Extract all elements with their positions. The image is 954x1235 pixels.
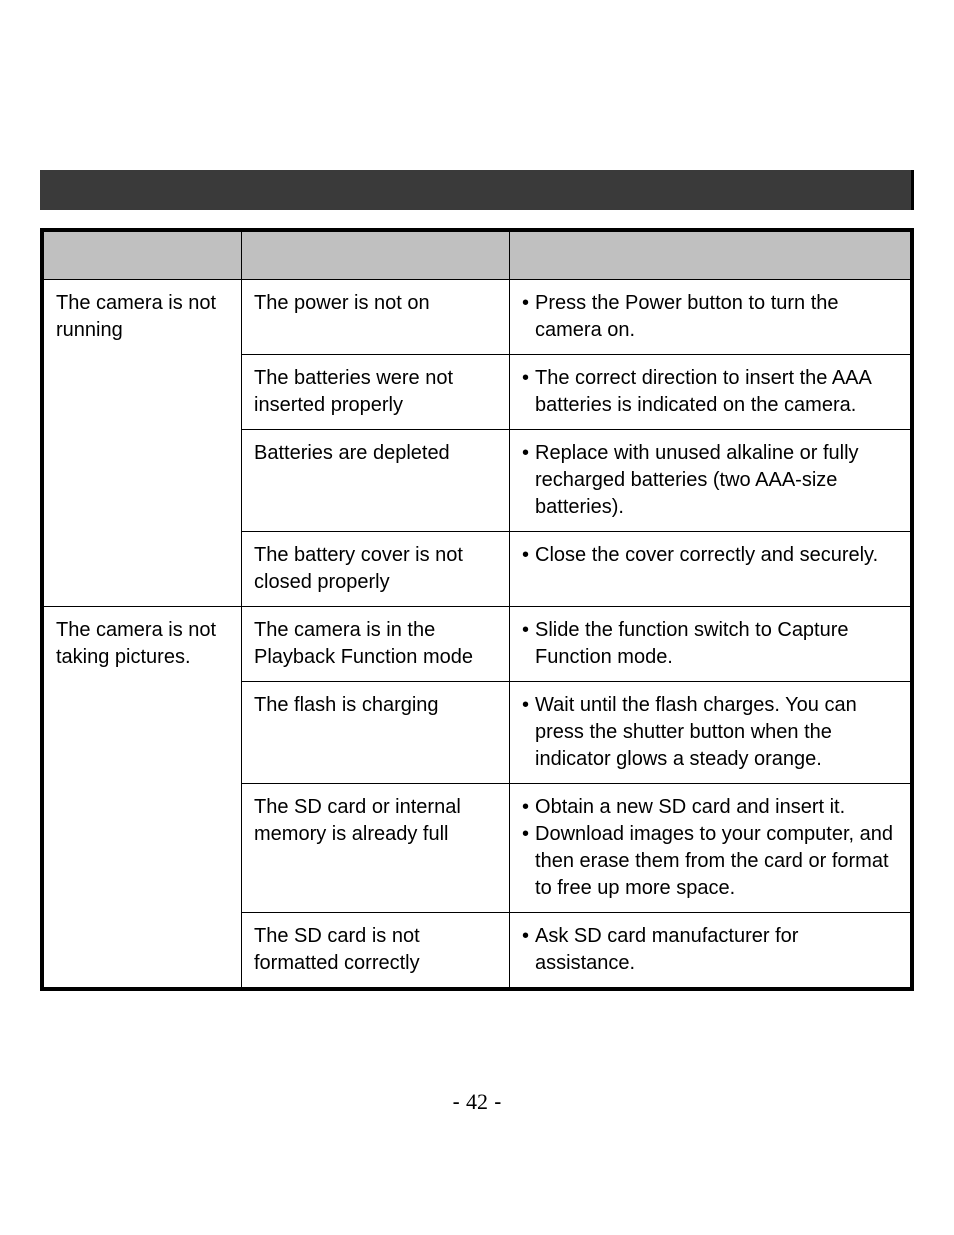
page-number: - 42 -	[0, 1089, 954, 1115]
cause-cell: The SD card or internal memory is alread…	[242, 784, 510, 913]
solution-cell: •Press the Power button to turn the came…	[510, 280, 911, 355]
solution-cell: •Wait until the flash charges. You can p…	[510, 682, 911, 784]
troubleshooting-table: The camera is not running The power is n…	[40, 228, 914, 991]
solution-text: The correct direction to insert the AAA …	[535, 365, 898, 419]
cause-cell: The battery cover is not closed properly	[242, 532, 510, 607]
solution-cell: •The correct direction to insert the AAA…	[510, 355, 911, 430]
col-header-problem	[44, 232, 242, 280]
solution-cell: •Obtain a new SD card and insert it. •Do…	[510, 784, 911, 913]
cause-cell: The SD card is not formatted correctly	[242, 913, 510, 988]
solution-text: Replace with unused alkaline or fully re…	[535, 440, 898, 521]
solution-cell: •Slide the function switch to Capture Fu…	[510, 607, 911, 682]
solution-text: Ask SD card manufacturer for assistance.	[535, 923, 898, 977]
cause-cell: The camera is in the Playback Function m…	[242, 607, 510, 682]
table-row: The camera is not taking pictures. The c…	[44, 607, 911, 682]
page-number-value: 42	[466, 1089, 488, 1114]
cause-cell: Batteries are depleted	[242, 430, 510, 532]
solution-text: Obtain a new SD card and insert it.	[535, 794, 898, 821]
solution-text: Slide the function switch to Capture Fun…	[535, 617, 898, 671]
table-header-row	[44, 232, 911, 280]
solution-cell: •Close the cover correctly and securely.	[510, 532, 911, 607]
cause-cell: The batteries were not inserted properly	[242, 355, 510, 430]
section-header-bar	[40, 170, 914, 210]
solution-cell: •Ask SD card manufacturer for assistance…	[510, 913, 911, 988]
col-header-cause	[242, 232, 510, 280]
table-row: The camera is not running The power is n…	[44, 280, 911, 355]
col-header-solution	[510, 232, 911, 280]
solution-cell: •Replace with unused alkaline or fully r…	[510, 430, 911, 532]
problem-cell: The camera is not taking pictures.	[44, 607, 242, 988]
cause-cell: The flash is charging	[242, 682, 510, 784]
problem-cell: The camera is not running	[44, 280, 242, 607]
solution-text: Close the cover correctly and securely.	[535, 542, 898, 569]
solution-text: Download images to your computer, and th…	[535, 821, 898, 902]
solution-text: Press the Power button to turn the camer…	[535, 290, 898, 344]
solution-text: Wait until the flash charges. You can pr…	[535, 692, 898, 773]
cause-cell: The power is not on	[242, 280, 510, 355]
